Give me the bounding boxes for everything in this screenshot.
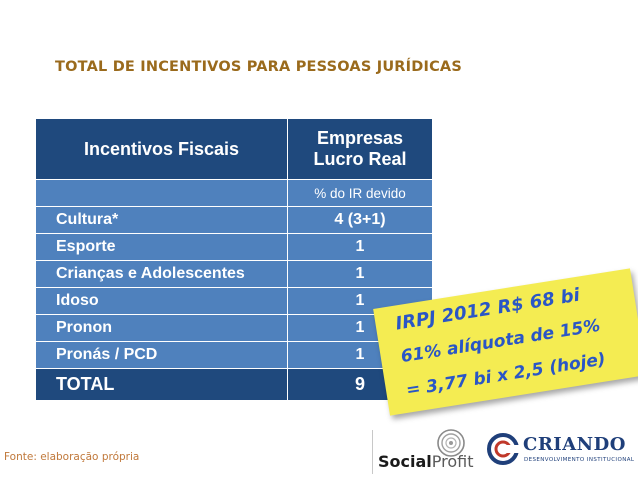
table-total-row: TOTAL 9	[35, 368, 433, 401]
col-header-empresas-line2: Lucro Real	[313, 149, 407, 169]
total-label: TOTAL	[35, 368, 288, 401]
col-header-incentivos: Incentivos Fiscais	[35, 118, 288, 180]
table-row: Crianças e Adolescentes 1	[35, 260, 433, 288]
subheader-ir-devido: % do IR devido	[287, 179, 433, 207]
table-header-row: Incentivos Fiscais Empresas Lucro Real	[35, 118, 433, 180]
source-caption: Fonte: elaboração própria	[4, 451, 140, 463]
table-row: Esporte 1	[35, 233, 433, 261]
table-subheader-row: % do IR devido	[35, 179, 433, 207]
criando-subtitle: DESENVOLVIMENTO INSTITUCIONAL	[524, 457, 635, 463]
table-row: Pronás / PCD 1	[35, 341, 433, 369]
table-row: Cultura* 4 (3+1)	[35, 206, 433, 234]
criando-logo: CRIANDO DESENVOLVIMENTO INSTITUCIONAL	[487, 432, 637, 474]
socialprofit-light: Profit	[431, 452, 474, 471]
row-label: Pronon	[35, 314, 288, 342]
incentives-table: Incentivos Fiscais Empresas Lucro Real %…	[35, 118, 433, 401]
row-label: Crianças e Adolescentes	[35, 260, 288, 288]
row-label: Esporte	[35, 233, 288, 261]
row-value: 4 (3+1)	[287, 206, 433, 234]
row-label: Pronás / PCD	[35, 341, 288, 369]
row-label: Cultura*	[35, 206, 288, 234]
row-value: 1	[287, 233, 433, 261]
col-header-empresas-line1: Empresas	[316, 128, 404, 148]
subheader-empty-cell	[35, 179, 288, 207]
socialprofit-logo: SocialProfit	[378, 428, 484, 474]
spiral-icon	[437, 429, 465, 457]
logo-divider	[372, 430, 373, 474]
criando-name: CRIANDO	[523, 434, 626, 455]
slide-title: TOTAL DE INCENTIVOS PARA PESSOAS JURÍDIC…	[55, 59, 463, 75]
col-header-empresas: Empresas Lucro Real	[287, 118, 433, 180]
table-row: Pronon 1	[35, 314, 433, 342]
row-value: 1	[287, 260, 433, 288]
criando-mark-icon	[487, 433, 519, 465]
row-label: Idoso	[35, 287, 288, 315]
socialprofit-wordmark: SocialProfit	[378, 452, 474, 471]
socialprofit-bold: Social	[378, 452, 432, 471]
